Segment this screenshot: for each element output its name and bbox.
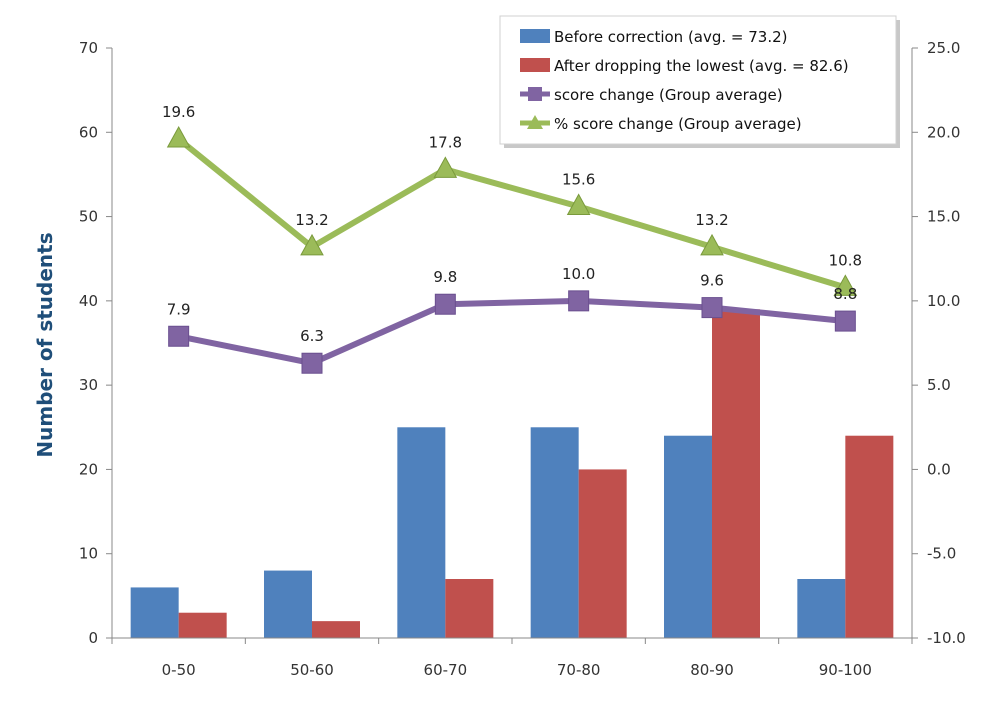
y-left-tick-label-3: 30 <box>79 376 98 394</box>
y-left-tick-label-4: 40 <box>79 292 98 310</box>
line-score <box>178 297 846 367</box>
legend-entry-0: Before correction (avg. = 73.2) <box>554 28 788 46</box>
y-left-tick-label-0: 0 <box>88 629 98 647</box>
data-label-score-2: 9.8 <box>433 268 457 286</box>
data-label-score-4: 9.6 <box>700 272 724 290</box>
legend-marker-3 <box>527 115 543 129</box>
bar-after-4 <box>712 309 760 638</box>
point-pct-1 <box>300 233 324 256</box>
x-tick-label-5: 90-100 <box>819 661 872 679</box>
point-score-4 <box>701 297 723 319</box>
axes-layer: 0 10 20 30 40 50 60 70 -10.0 -5.0 0.0 5.0 10.0 15.0 20… <box>79 39 966 679</box>
y-right-tick-label-4: 10.0 <box>927 292 960 310</box>
data-label-pct-1: 13.2 <box>295 211 328 229</box>
legend: Before correction (avg. = 73.2) After dro… <box>499 15 900 148</box>
data-label-pct-4: 13.2 <box>695 211 728 229</box>
bar-after-5 <box>845 435 894 638</box>
point-score-0 <box>168 325 190 347</box>
point-score-5 <box>834 310 856 332</box>
y-left-tick-label-6: 60 <box>79 123 98 141</box>
bar-after-2 <box>445 579 494 638</box>
y-left-tick-label-5: 50 <box>79 208 98 226</box>
x-tick-label-3: 70-80 <box>557 661 601 679</box>
data-label-pct-2: 17.8 <box>429 133 462 151</box>
bar-before-1 <box>264 570 312 638</box>
data-labels-layer: 7.9 6.3 9.8 10.0 9.6 8.8 19.6 13.2 17.8 15.6 13.2 1… <box>162 103 862 345</box>
y-right-tick-label-7: 25.0 <box>927 39 960 57</box>
bar-after-3 <box>578 469 627 638</box>
bar-before-5 <box>797 579 846 638</box>
bars-layer <box>130 309 894 638</box>
point-pct-4 <box>700 233 724 256</box>
point-pct-2 <box>433 156 458 178</box>
y-axis-label: Number of students <box>33 232 57 457</box>
lines-layer <box>166 125 858 374</box>
x-tick-label-1: 50-60 <box>290 661 334 679</box>
y-left-tick-label-1: 10 <box>79 545 98 563</box>
bar-after-1 <box>312 621 360 638</box>
data-label-score-3: 10.0 <box>562 265 595 283</box>
data-label-pct-3: 15.6 <box>562 170 595 188</box>
legend-swatch-0 <box>520 29 550 43</box>
data-label-score-0: 7.9 <box>167 300 191 318</box>
legend-entry-2: score change (Group average) <box>554 86 783 104</box>
bar-before-0 <box>130 587 179 638</box>
y-right-tick-label-1: -5.0 <box>927 545 956 563</box>
y-left-tick-label-7: 70 <box>79 39 98 57</box>
point-pct-0 <box>166 125 191 148</box>
point-score-1 <box>301 352 323 374</box>
point-pct-5 <box>833 274 858 296</box>
data-label-score-5: 8.8 <box>833 285 857 303</box>
point-score-3 <box>568 290 590 312</box>
y-right-tick-label-6: 20.0 <box>927 123 960 141</box>
bar-before-2 <box>397 427 446 638</box>
legend-swatch-1 <box>520 58 550 72</box>
bar-before-3 <box>530 427 579 638</box>
bar-after-0 <box>178 612 227 638</box>
legend-box <box>499 15 897 145</box>
point-score-2 <box>434 293 456 315</box>
x-tick-label-4: 80-90 <box>690 661 734 679</box>
point-pct-3 <box>566 193 591 215</box>
legend-entry-3: % score change (Group average) <box>554 115 802 133</box>
bar-before-4 <box>664 435 712 638</box>
line-pct <box>176 136 847 291</box>
data-label-pct-0: 19.6 <box>162 103 195 121</box>
y-right-tick-label-3: 5.0 <box>927 376 951 394</box>
legend-entry-1: After dropping the lowest (avg. = 82.6) <box>554 57 849 75</box>
x-tick-label-0: 0-50 <box>162 661 196 679</box>
data-label-pct-5: 10.8 <box>829 251 862 269</box>
x-tick-label-2: 60-70 <box>424 661 468 679</box>
legend-marker-2 <box>528 87 542 101</box>
data-label-score-1: 6.3 <box>300 327 324 345</box>
y-right-tick-label-2: 0.0 <box>927 460 951 478</box>
y-left-tick-label-2: 20 <box>79 460 98 478</box>
y-right-tick-label-0: -10.0 <box>927 629 966 647</box>
y-right-tick-label-5: 15.0 <box>927 208 960 226</box>
